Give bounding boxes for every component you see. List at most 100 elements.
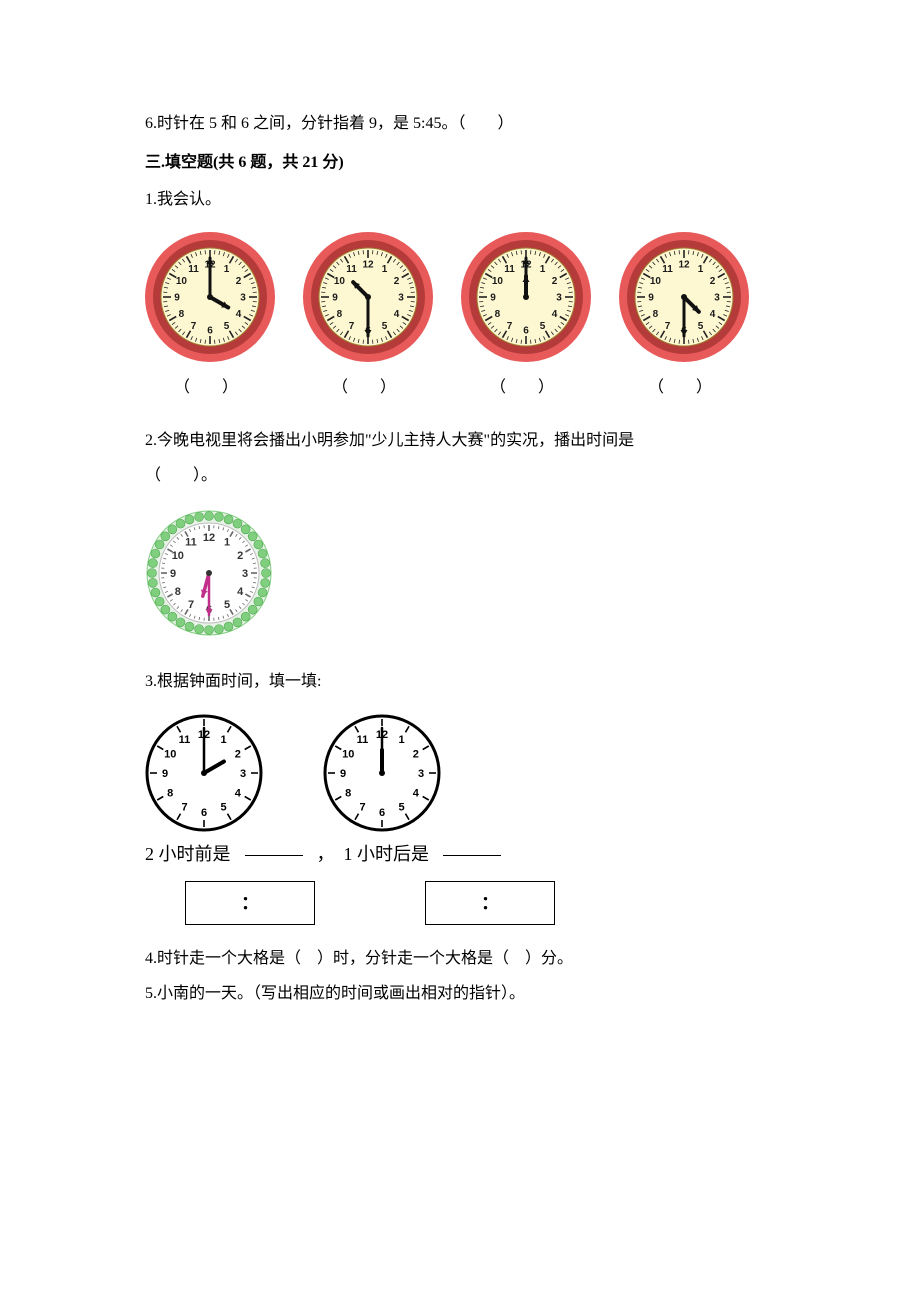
svg-text:11: 11 xyxy=(662,264,673,275)
svg-text:3: 3 xyxy=(714,293,720,304)
s3q3-group: 123456789101112123456789101112 2 小时前是， 1… xyxy=(145,714,775,924)
clock-icon: 123456789101112 xyxy=(145,232,275,362)
svg-text:9: 9 xyxy=(490,293,496,304)
clock-icon: 123456789101112 xyxy=(145,509,273,637)
s3q3: 3.根据钟面时间，填一填: xyxy=(145,668,775,697)
s3q1-clock-2: 123456789101112（ ） xyxy=(303,232,433,403)
svg-text:8: 8 xyxy=(495,309,501,320)
svg-text:7: 7 xyxy=(349,321,355,332)
svg-text:2: 2 xyxy=(413,749,419,761)
svg-text:3: 3 xyxy=(242,568,248,580)
answer-box-1[interactable]: ： xyxy=(185,881,315,925)
s3q1-clock-1: 123456789101112（ ） xyxy=(145,232,275,403)
svg-text:1: 1 xyxy=(220,734,226,746)
svg-text:5: 5 xyxy=(220,802,226,814)
svg-text:7: 7 xyxy=(191,321,197,332)
svg-text:7: 7 xyxy=(507,321,513,332)
svg-text:8: 8 xyxy=(345,788,351,800)
svg-text:10: 10 xyxy=(164,749,176,761)
svg-text:10: 10 xyxy=(650,276,662,287)
s3q1-clock-3: 123456789101112（ ） xyxy=(461,232,591,403)
svg-text:7: 7 xyxy=(188,599,194,611)
svg-text:8: 8 xyxy=(175,586,181,598)
answer-paren[interactable]: （ ） xyxy=(174,374,246,403)
svg-text:11: 11 xyxy=(346,264,357,275)
svg-text:7: 7 xyxy=(181,802,187,814)
svg-text:10: 10 xyxy=(176,276,188,287)
svg-text:6: 6 xyxy=(201,807,207,819)
colon-1: ： xyxy=(241,887,259,919)
svg-text:2: 2 xyxy=(552,276,558,287)
answer-paren[interactable]: （ ） xyxy=(332,374,404,403)
svg-text:12: 12 xyxy=(678,260,690,271)
svg-text:10: 10 xyxy=(492,276,504,287)
clock-icon: 123456789101112 xyxy=(145,714,263,832)
s3q3-captions: 2 小时前是 ， 1 小时后是 xyxy=(145,838,775,870)
svg-text:4: 4 xyxy=(710,309,716,320)
svg-text:10: 10 xyxy=(342,749,354,761)
section-3-header-text: 三.填空题(共 6 题，共 21 分) xyxy=(145,154,344,171)
svg-text:11: 11 xyxy=(188,264,199,275)
svg-text:12: 12 xyxy=(362,260,374,271)
svg-text:8: 8 xyxy=(653,309,659,320)
answer-paren[interactable]: （ ） xyxy=(490,374,562,403)
svg-text:9: 9 xyxy=(174,293,180,304)
svg-text:9: 9 xyxy=(340,768,346,780)
svg-text:1: 1 xyxy=(224,264,230,275)
svg-text:4: 4 xyxy=(235,788,242,800)
answer-paren[interactable]: （ ） xyxy=(648,374,720,403)
svg-text:11: 11 xyxy=(357,734,369,746)
svg-text:11: 11 xyxy=(179,734,191,746)
svg-text:1: 1 xyxy=(398,734,404,746)
s3q2-text-a: 2.今晚电视里将会播出小明参加"少儿主持人大赛"的实况，播出时间是 xyxy=(145,432,634,449)
s3q3-clock-1: 123456789101112 xyxy=(145,714,263,832)
svg-text:5: 5 xyxy=(698,321,704,332)
svg-text:9: 9 xyxy=(332,293,338,304)
svg-text:10: 10 xyxy=(334,276,346,287)
svg-text:4: 4 xyxy=(552,309,558,320)
svg-text:3: 3 xyxy=(556,293,562,304)
svg-text:5: 5 xyxy=(382,321,388,332)
question-6: 6.时针在 5 和 6 之间，分针指着 9，是 5:45。（ ） xyxy=(145,110,775,139)
svg-text:4: 4 xyxy=(237,586,244,598)
s3q4: 4.时针走一个大格是（ ）时，分针走一个大格是（ ）分。 xyxy=(145,945,775,974)
clock-icon: 123456789101112 xyxy=(303,232,433,362)
q6-text: 6.时针在 5 和 6 之间，分针指着 9，是 5:45。（ ） xyxy=(145,115,513,132)
svg-text:6: 6 xyxy=(523,326,529,337)
svg-text:7: 7 xyxy=(359,802,365,814)
s3q3-caption-1: 2 小时前是 xyxy=(145,838,231,870)
svg-text:4: 4 xyxy=(413,788,420,800)
svg-text:2: 2 xyxy=(236,276,242,287)
svg-text:9: 9 xyxy=(648,293,654,304)
fill-blank[interactable] xyxy=(245,838,303,856)
svg-text:5: 5 xyxy=(540,321,546,332)
svg-text:3: 3 xyxy=(418,768,424,780)
s3q1: 1.我会认。 xyxy=(145,186,775,215)
svg-text:8: 8 xyxy=(179,309,185,320)
svg-text:5: 5 xyxy=(398,802,404,814)
clock-icon: 123456789101112 xyxy=(619,232,749,362)
s3q1-clock-row: 123456789101112（ ）123456789101112（ ）1234… xyxy=(145,232,775,403)
s3q5-text: 5.小南的一天。（写出相应的时间或画出相对的指针）。 xyxy=(145,985,525,1002)
svg-text:4: 4 xyxy=(394,309,400,320)
svg-text:2: 2 xyxy=(710,276,716,287)
answer-box-2[interactable]: ： xyxy=(425,881,555,925)
svg-text:3: 3 xyxy=(398,293,404,304)
svg-text:6: 6 xyxy=(379,807,385,819)
s3q3-clock-2: 123456789101112 xyxy=(323,714,441,832)
s3q3-text: 3.根据钟面时间，填一填: xyxy=(145,673,321,690)
svg-text:2: 2 xyxy=(394,276,400,287)
s3q2-clock-wrap: 123456789101112 xyxy=(145,509,775,648)
clock-icon: 123456789101112 xyxy=(323,714,441,832)
svg-text:11: 11 xyxy=(185,536,197,548)
svg-text:4: 4 xyxy=(236,309,242,320)
s3q3-caption-2: ， 1 小时后是 xyxy=(317,838,430,870)
svg-text:9: 9 xyxy=(170,568,176,580)
svg-text:2: 2 xyxy=(237,550,243,562)
svg-text:10: 10 xyxy=(172,550,184,562)
clock-icon: 123456789101112 xyxy=(461,232,591,362)
fill-blank[interactable] xyxy=(443,838,501,856)
svg-text:1: 1 xyxy=(698,264,704,275)
svg-text:11: 11 xyxy=(504,264,515,275)
svg-text:6: 6 xyxy=(207,326,213,337)
